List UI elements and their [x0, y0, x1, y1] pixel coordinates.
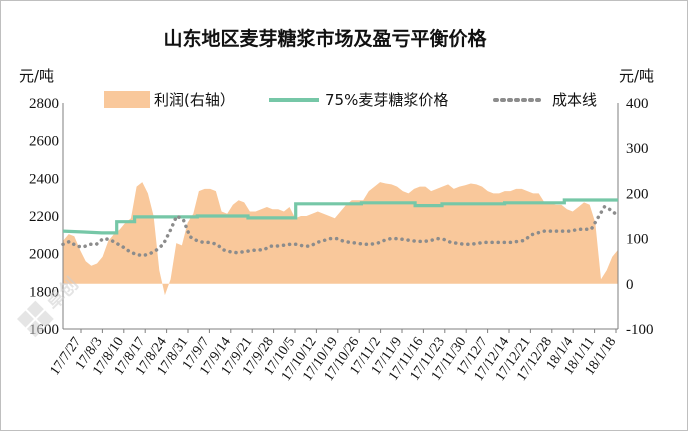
y-left-unit: 元/吨: [19, 67, 54, 85]
y-left-tick: 2200: [29, 209, 59, 225]
y-right-unit: 元/吨: [619, 67, 654, 85]
legend-label-cost: 成本线: [552, 91, 597, 109]
legend-label-profit: 利润(右轴）: [154, 91, 235, 109]
price-line: [62, 198, 618, 235]
y-right-tick: 300: [626, 141, 649, 157]
cost-line: [61, 204, 620, 258]
y-right-axis: -100 0 100 200 300 400: [626, 96, 654, 338]
y-right-tick: 400: [626, 96, 649, 112]
profit-area: [63, 182, 618, 296]
plot-area: [61, 103, 620, 330]
y-left-tick: 2000: [29, 247, 59, 263]
y-right-tick: 200: [626, 186, 649, 202]
y-right-tick: 0: [626, 277, 634, 293]
chart-title: 山东地区麦芽糖浆市场及盈亏平衡价格: [163, 27, 487, 50]
legend: 利润(右轴） 75%麦芽糖浆价格 成本线: [104, 91, 597, 109]
legend-label-price: 75%麦芽糖浆价格: [325, 91, 448, 109]
y-left-tick: 2400: [29, 171, 59, 187]
y-right-tick: -100: [626, 322, 654, 338]
y-left-tick: 2800: [29, 96, 59, 112]
x-axis: 17/7/2717/8/317/8/1017/8/1717/8/2417/8/3…: [47, 329, 619, 384]
y-left-tick: 2600: [29, 134, 59, 150]
y-left-tick: 1800: [29, 284, 59, 300]
legend-swatch-profit: [104, 91, 150, 108]
y-right-tick: 100: [626, 232, 649, 248]
